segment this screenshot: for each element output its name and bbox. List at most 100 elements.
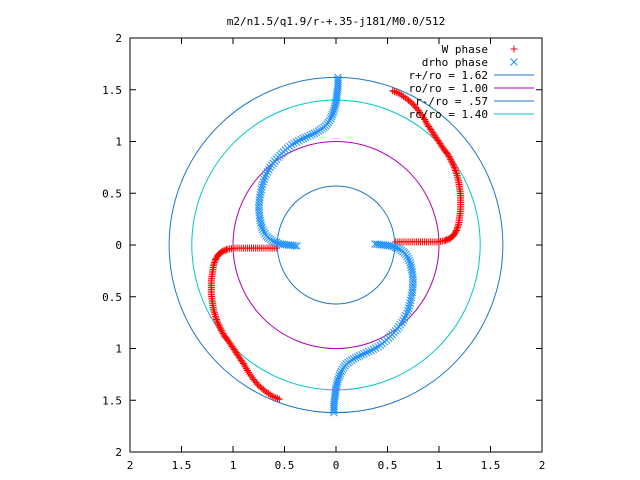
- data-point: [333, 377, 342, 386]
- data-point: [256, 218, 265, 227]
- legend-label: drho phase: [422, 56, 488, 69]
- data-point: [450, 162, 458, 170]
- data-point: [270, 393, 278, 401]
- data-point: [257, 223, 266, 232]
- data-point: [314, 127, 323, 136]
- data-point: [306, 131, 315, 140]
- data-point: [246, 370, 254, 378]
- data-point: [214, 320, 222, 328]
- x-tick-label: 1: [436, 459, 443, 472]
- legend-entry: drho phase: [422, 56, 518, 69]
- data-point: [216, 323, 224, 331]
- data-point: [292, 138, 301, 146]
- data-point: [398, 91, 406, 99]
- data-point: [261, 172, 269, 181]
- data-point: [362, 348, 371, 357]
- data-point: [335, 371, 344, 380]
- data-point: [373, 240, 382, 249]
- x-tick-label: 2: [539, 459, 546, 472]
- data-point: [242, 365, 250, 373]
- data-point: [396, 245, 404, 253]
- data-point: [334, 375, 342, 384]
- data-point: [247, 372, 255, 380]
- data-point: [294, 136, 303, 145]
- data-point: [445, 153, 453, 161]
- data-point: [327, 112, 336, 121]
- data-point: [243, 366, 251, 374]
- data-point: [217, 325, 225, 333]
- data-point: [212, 314, 220, 322]
- data-point: [392, 88, 400, 96]
- data-point: [263, 168, 272, 176]
- data-point: [364, 347, 373, 356]
- data-point: [391, 243, 400, 252]
- data-point: [211, 257, 219, 265]
- data-point: [290, 139, 298, 148]
- data-point: [330, 104, 339, 113]
- data-point: [211, 312, 219, 320]
- data-point: [357, 350, 366, 359]
- y-tick-label: 2: [115, 446, 122, 459]
- data-point: [404, 254, 412, 263]
- legend-entry: r+/ro = 1.62: [409, 69, 534, 82]
- data-series: [207, 73, 465, 417]
- data-point: [266, 391, 274, 399]
- data-point: [259, 225, 267, 234]
- data-point: [455, 220, 463, 228]
- data-point: [214, 319, 222, 327]
- data-point: [293, 242, 301, 250]
- data-point: [422, 117, 430, 125]
- data-point: [406, 261, 415, 269]
- data-point: [211, 311, 219, 319]
- data-point: [259, 178, 268, 186]
- data-point: [297, 135, 305, 144]
- data-point: [299, 134, 308, 143]
- data-point: [443, 150, 451, 158]
- data-point: [312, 128, 321, 137]
- y-tick-label: 1: [115, 136, 122, 149]
- data-point: [447, 156, 455, 164]
- data-point: [264, 165, 273, 174]
- data-point: [441, 236, 449, 244]
- chart-title: m2/n1.5/q1.9/r-+.35-j181/M0.0/512: [227, 15, 446, 28]
- data-point: [268, 237, 276, 245]
- data-point: [328, 110, 337, 119]
- data-point: [454, 222, 462, 230]
- y-tick-label: 0: [115, 239, 122, 252]
- data-point: [360, 349, 368, 358]
- data-point: [405, 256, 413, 265]
- data-point: [210, 307, 218, 315]
- data-point: [218, 328, 226, 336]
- data-point: [454, 175, 462, 183]
- x-tick-label: 2: [127, 459, 134, 472]
- data-point: [405, 301, 414, 310]
- data-point: [371, 344, 380, 352]
- y-tick-label: 2: [115, 32, 122, 45]
- data-point: [416, 108, 424, 116]
- x-tick-label: 0.5: [378, 459, 398, 472]
- data-point: [329, 108, 338, 117]
- data-point: [270, 237, 279, 246]
- data-point: [290, 241, 299, 250]
- data-point: [399, 92, 407, 100]
- series-1: [254, 73, 418, 417]
- x-tick-label: 1: [230, 459, 237, 472]
- y-tick-label: 1: [115, 343, 122, 356]
- data-point: [407, 265, 416, 274]
- data-point: [244, 368, 252, 376]
- data-point: [260, 175, 269, 184]
- data-point: [262, 170, 271, 179]
- data-point: [217, 326, 225, 334]
- data-point: [447, 157, 455, 165]
- data-point: [398, 318, 406, 327]
- y-tick-label: 0.5: [102, 291, 122, 304]
- data-point: [310, 129, 319, 138]
- data-point: [400, 314, 409, 322]
- data-point: [349, 354, 358, 363]
- legend-label: r-/ro = .57: [415, 95, 488, 108]
- legend-entry: W phase: [442, 43, 518, 56]
- data-point: [275, 395, 283, 403]
- data-point: [407, 263, 416, 272]
- data-point: [389, 87, 397, 95]
